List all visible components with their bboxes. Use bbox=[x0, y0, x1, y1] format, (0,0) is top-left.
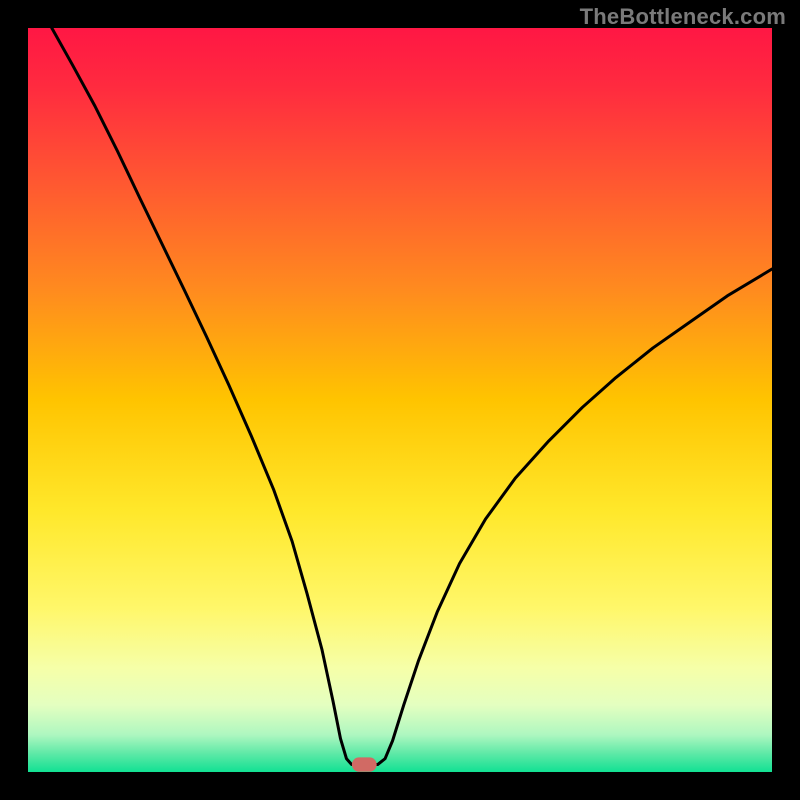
chart-frame: TheBottleneck.com bbox=[0, 0, 800, 800]
plot-area bbox=[28, 28, 772, 772]
gradient-background bbox=[28, 28, 772, 772]
watermark-text: TheBottleneck.com bbox=[580, 4, 786, 30]
bottleneck-chart bbox=[28, 28, 772, 772]
optimum-marker bbox=[352, 758, 376, 771]
